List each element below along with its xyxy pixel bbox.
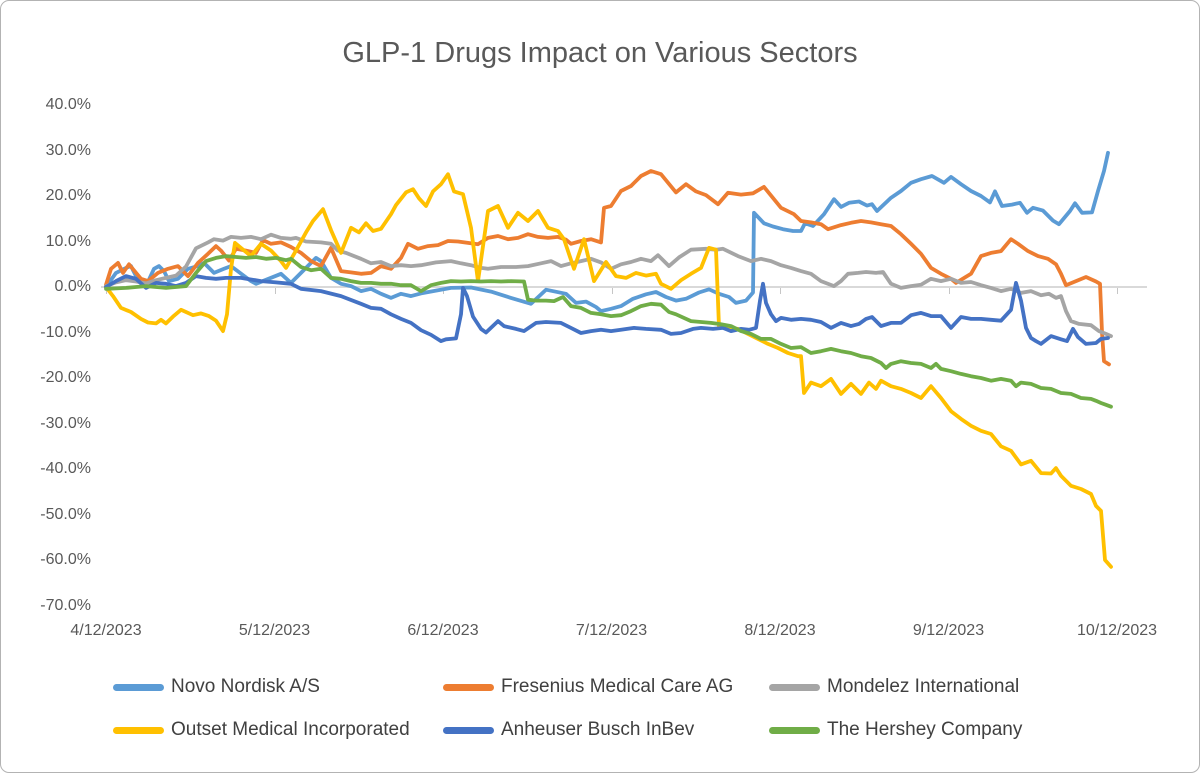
legend-label: Outset Medical Incorporated <box>171 719 410 740</box>
legend-swatch-novo-nordisk-a-s <box>113 683 164 691</box>
legend-item-novo-nordisk-a-s: Novo Nordisk A/S <box>113 676 320 698</box>
legend-item-the-hershey-company: The Hershey Company <box>769 719 1022 741</box>
x-axis-tick <box>948 288 950 294</box>
legend-swatch-the-hershey-company <box>769 726 820 734</box>
series-line-outset-medical-incorporated <box>104 172 1113 569</box>
series-line-anheuser-busch-inbev <box>104 274 1110 346</box>
x-tick-label: 6/12/2023 <box>407 622 479 639</box>
legend-item-anheuser-busch-inbev: Anheuser Busch InBev <box>443 719 694 741</box>
y-tick-label: -50.0% <box>40 505 91 523</box>
legend-swatch-mondelez-international <box>769 683 820 691</box>
x-tick-label: 9/12/2023 <box>912 622 985 639</box>
legend-label: The Hershey Company <box>827 719 1023 740</box>
y-tick-label: 40.0% <box>45 96 91 113</box>
legend-row: Outset Medical Incorporated Anheuser Busc… <box>1 719 1199 741</box>
y-tick-label: 30.0% <box>45 141 91 159</box>
x-axis-tick <box>106 288 107 294</box>
y-tick-label: 20.0% <box>45 187 91 204</box>
y-tick-label: -10.0% <box>40 323 91 341</box>
y-tick-label: -70.0% <box>40 596 91 614</box>
y-tick-label: 10.0% <box>45 232 91 250</box>
x-tick-label: 4/12/2023 <box>70 622 142 639</box>
legend-label: Mondelez International <box>827 676 1020 697</box>
zero-gridline <box>101 286 1147 288</box>
legend-swatch-outset-medical-incorporated <box>113 726 164 734</box>
legend-swatch-anheuser-busch-inbev <box>443 726 494 734</box>
x-axis-tick <box>274 288 276 294</box>
y-tick-label: -30.0% <box>40 414 91 432</box>
legend-row: Novo Nordisk A/S Fresenius Medical Care A… <box>1 676 1199 698</box>
x-tick-label: 7/12/2023 <box>575 622 648 639</box>
legend-item-fresenius-medical-care-ag: Fresenius Medical Care AG <box>443 676 733 698</box>
series-line-the-hershey-company <box>104 254 1113 409</box>
legend-item-mondelez-international: Mondelez International <box>769 676 1019 698</box>
legend-swatch-fresenius-medical-care-ag <box>443 683 494 691</box>
x-tick-label: 5/12/2023 <box>238 622 311 639</box>
y-tick-label: 0.0% <box>54 278 91 295</box>
series-line-mondelez-international <box>104 232 1113 339</box>
y-tick-label: -60.0% <box>40 551 91 568</box>
series-line-novo-nordisk-a-s <box>104 150 1110 314</box>
x-tick-label: 8/12/2023 <box>744 622 816 639</box>
x-tick-label: 10/12/2023 <box>1076 622 1158 639</box>
x-axis-tick <box>1117 288 1118 294</box>
y-tick-label: -40.0% <box>40 460 91 477</box>
legend-item-outset-medical-incorporated: Outset Medical Incorporated <box>113 719 410 741</box>
chart-title: GLP-1 Drugs Impact on Various Sectors <box>342 37 858 69</box>
x-axis-tick <box>611 288 613 294</box>
legend-label: Fresenius Medical Care AG <box>501 676 734 697</box>
legend-label: Novo Nordisk A/S <box>171 676 320 697</box>
x-axis-tick <box>780 288 781 294</box>
y-tick-label: -20.0% <box>40 369 91 386</box>
legend-label: Anheuser Busch InBev <box>501 719 695 740</box>
